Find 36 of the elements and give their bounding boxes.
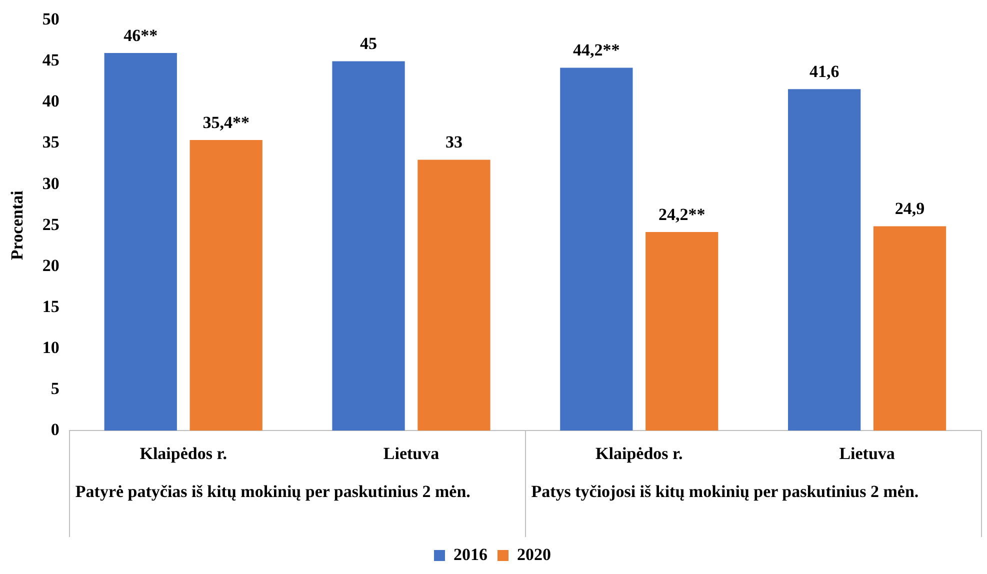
data-label: 35,4** — [202, 112, 250, 132]
data-label: 44,2** — [573, 40, 620, 60]
legend-label: 2016 — [454, 544, 488, 564]
bar — [646, 232, 718, 431]
bar — [560, 68, 633, 431]
x-tick-label: Klaipėdos r. — [140, 444, 227, 464]
y-tick-label: 5 — [50, 378, 60, 398]
y-tick-label: 10 — [42, 338, 60, 357]
bar — [190, 140, 262, 431]
bar — [332, 61, 405, 431]
y-tick-label: 30 — [42, 174, 60, 193]
bar — [788, 89, 861, 431]
y-tick-label: 35 — [42, 132, 60, 152]
legend-label: 2020 — [517, 544, 551, 564]
x-tick-label: Lietuva — [839, 444, 896, 464]
y-tick-label: 0 — [50, 420, 60, 439]
y-tick-label: 15 — [42, 296, 60, 316]
text: Patys tyčiojosi iš kitų mokinių per paskutinius 2 mėn. — [531, 482, 919, 501]
text: Patyrė patyčias iš kitų mokinių per paskutinius 2 mėn. — [75, 482, 470, 501]
x-tick-label: Lietuva — [383, 444, 440, 464]
data-label: 45 — [360, 34, 378, 54]
bar — [104, 53, 177, 431]
data-label: 41,6 — [809, 62, 840, 82]
data-label: 46** — [124, 26, 158, 45]
x-tick-label: Klaipėdos r. — [596, 444, 683, 464]
data-label: 24,9 — [894, 199, 925, 218]
bar — [873, 226, 946, 431]
bar — [418, 160, 490, 431]
y-tick-label: 20 — [42, 256, 60, 275]
y-axis-title: Procentai — [8, 190, 27, 260]
y-tick-label: 50 — [42, 10, 60, 29]
data-label: 24,2** — [658, 204, 706, 224]
y-tick-label: 40 — [42, 92, 60, 111]
data-label: 33 — [445, 132, 462, 152]
y-tick-label: 25 — [42, 214, 60, 234]
y-tick-label: 45 — [42, 50, 60, 70]
